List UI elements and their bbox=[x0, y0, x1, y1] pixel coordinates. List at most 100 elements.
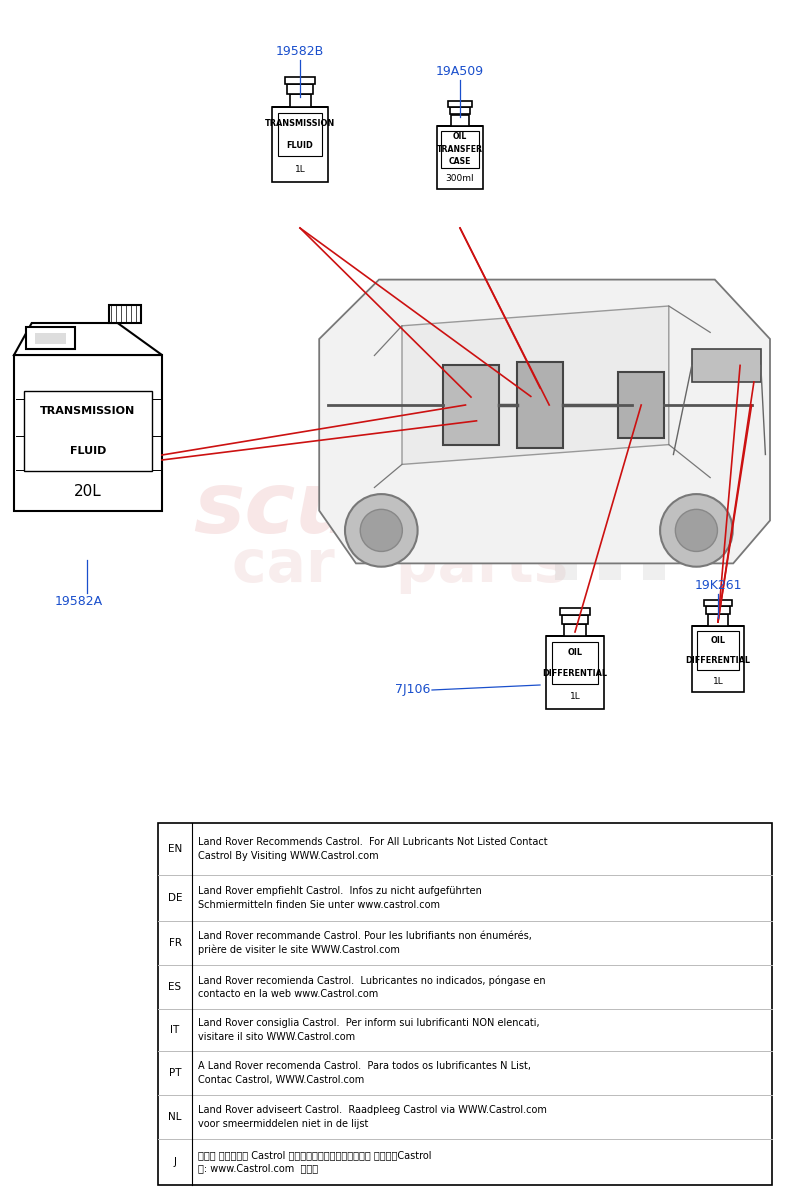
Circle shape bbox=[675, 509, 717, 552]
Bar bbox=[437, 126, 484, 190]
Circle shape bbox=[360, 509, 402, 552]
Text: FLUID: FLUID bbox=[70, 446, 106, 456]
Text: PT: PT bbox=[168, 1068, 181, 1078]
Text: FLUID: FLUID bbox=[287, 140, 314, 150]
Text: 1L: 1L bbox=[570, 692, 580, 701]
Bar bbox=[555, 514, 577, 536]
Bar bbox=[704, 600, 732, 606]
Bar bbox=[552, 642, 598, 684]
Bar bbox=[577, 514, 599, 536]
Bar bbox=[577, 470, 599, 492]
Bar bbox=[109, 305, 141, 323]
Bar bbox=[621, 492, 643, 514]
Text: 19582B: 19582B bbox=[276, 44, 324, 58]
Bar bbox=[272, 107, 328, 182]
Text: TRANSFER: TRANSFER bbox=[437, 145, 483, 154]
Bar bbox=[621, 558, 643, 580]
Bar bbox=[706, 606, 729, 614]
Text: 19K261: 19K261 bbox=[694, 578, 742, 592]
Bar bbox=[621, 536, 643, 558]
Bar bbox=[577, 558, 599, 580]
Text: Land Rover empfiehlt Castrol.  Infos zu nicht aufgeführten
Schmiermitteln finden: Land Rover empfiehlt Castrol. Infos zu n… bbox=[198, 887, 482, 910]
Circle shape bbox=[345, 494, 418, 566]
Bar bbox=[618, 372, 664, 438]
Bar bbox=[443, 365, 499, 444]
Text: Land Rover adviseert Castrol.  Raadpleeg Castrol via WWW.Castrol.com
voor smeerm: Land Rover adviseert Castrol. Raadpleeg … bbox=[198, 1105, 547, 1128]
Text: Land Rover recomienda Castrol.  Lubricantes no indicados, póngase en
contacto en: Land Rover recomienda Castrol. Lubricant… bbox=[198, 976, 546, 998]
Text: scuderia: scuderia bbox=[193, 468, 607, 552]
Bar bbox=[555, 470, 577, 492]
Text: ES: ES bbox=[168, 982, 181, 992]
Text: EN: EN bbox=[168, 844, 182, 854]
Bar bbox=[643, 558, 665, 580]
Text: OIL: OIL bbox=[567, 648, 583, 658]
Bar bbox=[555, 492, 577, 514]
Text: CASE: CASE bbox=[449, 157, 472, 166]
Text: DIFFERENTIAL: DIFFERENTIAL bbox=[542, 670, 608, 678]
Circle shape bbox=[660, 494, 733, 566]
Bar bbox=[643, 470, 665, 492]
Text: ランド ローバーは Castrol を推奨。リスト外の潤滑剤につ いては、Castrol
社: www.Castrol.com  まで。: ランド ローバーは Castrol を推奨。リスト外の潤滑剤につ いては、Cas… bbox=[198, 1151, 431, 1174]
Bar bbox=[448, 101, 472, 107]
Bar bbox=[546, 636, 604, 709]
Text: DIFFERENTIAL: DIFFERENTIAL bbox=[685, 655, 750, 665]
Text: IT: IT bbox=[170, 1025, 180, 1034]
Text: DE: DE bbox=[168, 893, 182, 902]
Text: NL: NL bbox=[168, 1112, 181, 1122]
Text: TRANSMISSION: TRANSMISSION bbox=[265, 119, 335, 128]
Bar bbox=[288, 84, 313, 94]
Bar bbox=[442, 131, 479, 168]
Bar bbox=[577, 536, 599, 558]
Text: 1L: 1L bbox=[713, 677, 723, 685]
Bar bbox=[35, 332, 66, 343]
Text: A Land Rover recomenda Castrol.  Para todos os lubrificantes N List,
Contac Cast: A Land Rover recomenda Castrol. Para tod… bbox=[198, 1061, 531, 1085]
Bar bbox=[599, 514, 621, 536]
Bar bbox=[562, 614, 588, 624]
Bar bbox=[643, 492, 665, 514]
Bar bbox=[564, 624, 586, 636]
Polygon shape bbox=[14, 323, 162, 355]
Bar bbox=[643, 514, 665, 536]
Text: 300ml: 300ml bbox=[446, 174, 474, 182]
Bar bbox=[285, 77, 314, 84]
Text: 1L: 1L bbox=[295, 164, 305, 174]
Bar bbox=[24, 391, 152, 470]
Bar bbox=[621, 470, 643, 492]
Text: 20L: 20L bbox=[74, 484, 102, 498]
Bar bbox=[560, 608, 590, 614]
Text: 19A509: 19A509 bbox=[436, 65, 484, 78]
Polygon shape bbox=[402, 306, 669, 464]
Bar bbox=[599, 470, 621, 492]
Text: J: J bbox=[173, 1157, 177, 1166]
Bar bbox=[692, 625, 744, 692]
Bar bbox=[577, 492, 599, 514]
Text: FR: FR bbox=[168, 938, 181, 948]
Bar bbox=[599, 492, 621, 514]
Bar bbox=[599, 558, 621, 580]
Bar bbox=[14, 355, 162, 511]
Bar bbox=[555, 536, 577, 558]
Bar bbox=[158, 823, 772, 1186]
Text: OIL: OIL bbox=[711, 636, 725, 646]
Text: 19582A: 19582A bbox=[55, 595, 103, 608]
Text: car   parts: car parts bbox=[232, 536, 568, 594]
Bar bbox=[26, 326, 75, 349]
Bar bbox=[708, 614, 728, 625]
Text: OIL: OIL bbox=[453, 132, 467, 142]
Text: Land Rover recommande Castrol. Pour les lubrifiants non énumérés,
prière de visi: Land Rover recommande Castrol. Pour les … bbox=[198, 931, 532, 955]
Bar bbox=[697, 631, 739, 670]
Text: TRANSMISSION: TRANSMISSION bbox=[40, 406, 135, 416]
Bar bbox=[643, 536, 665, 558]
Bar bbox=[450, 107, 471, 114]
Bar bbox=[289, 94, 310, 107]
Bar bbox=[621, 514, 643, 536]
Text: Land Rover Recommends Castrol.  For All Lubricants Not Listed Contact
Castrol By: Land Rover Recommends Castrol. For All L… bbox=[198, 838, 547, 860]
Text: Land Rover consiglia Castrol.  Per inform sui lubrificanti NON elencati,
visitar: Land Rover consiglia Castrol. Per inform… bbox=[198, 1019, 540, 1042]
Bar bbox=[692, 349, 761, 382]
Bar bbox=[599, 536, 621, 558]
Bar bbox=[277, 113, 322, 156]
Bar bbox=[451, 114, 469, 126]
Bar bbox=[517, 362, 563, 448]
Text: 7J106: 7J106 bbox=[395, 684, 430, 696]
Bar bbox=[555, 558, 577, 580]
